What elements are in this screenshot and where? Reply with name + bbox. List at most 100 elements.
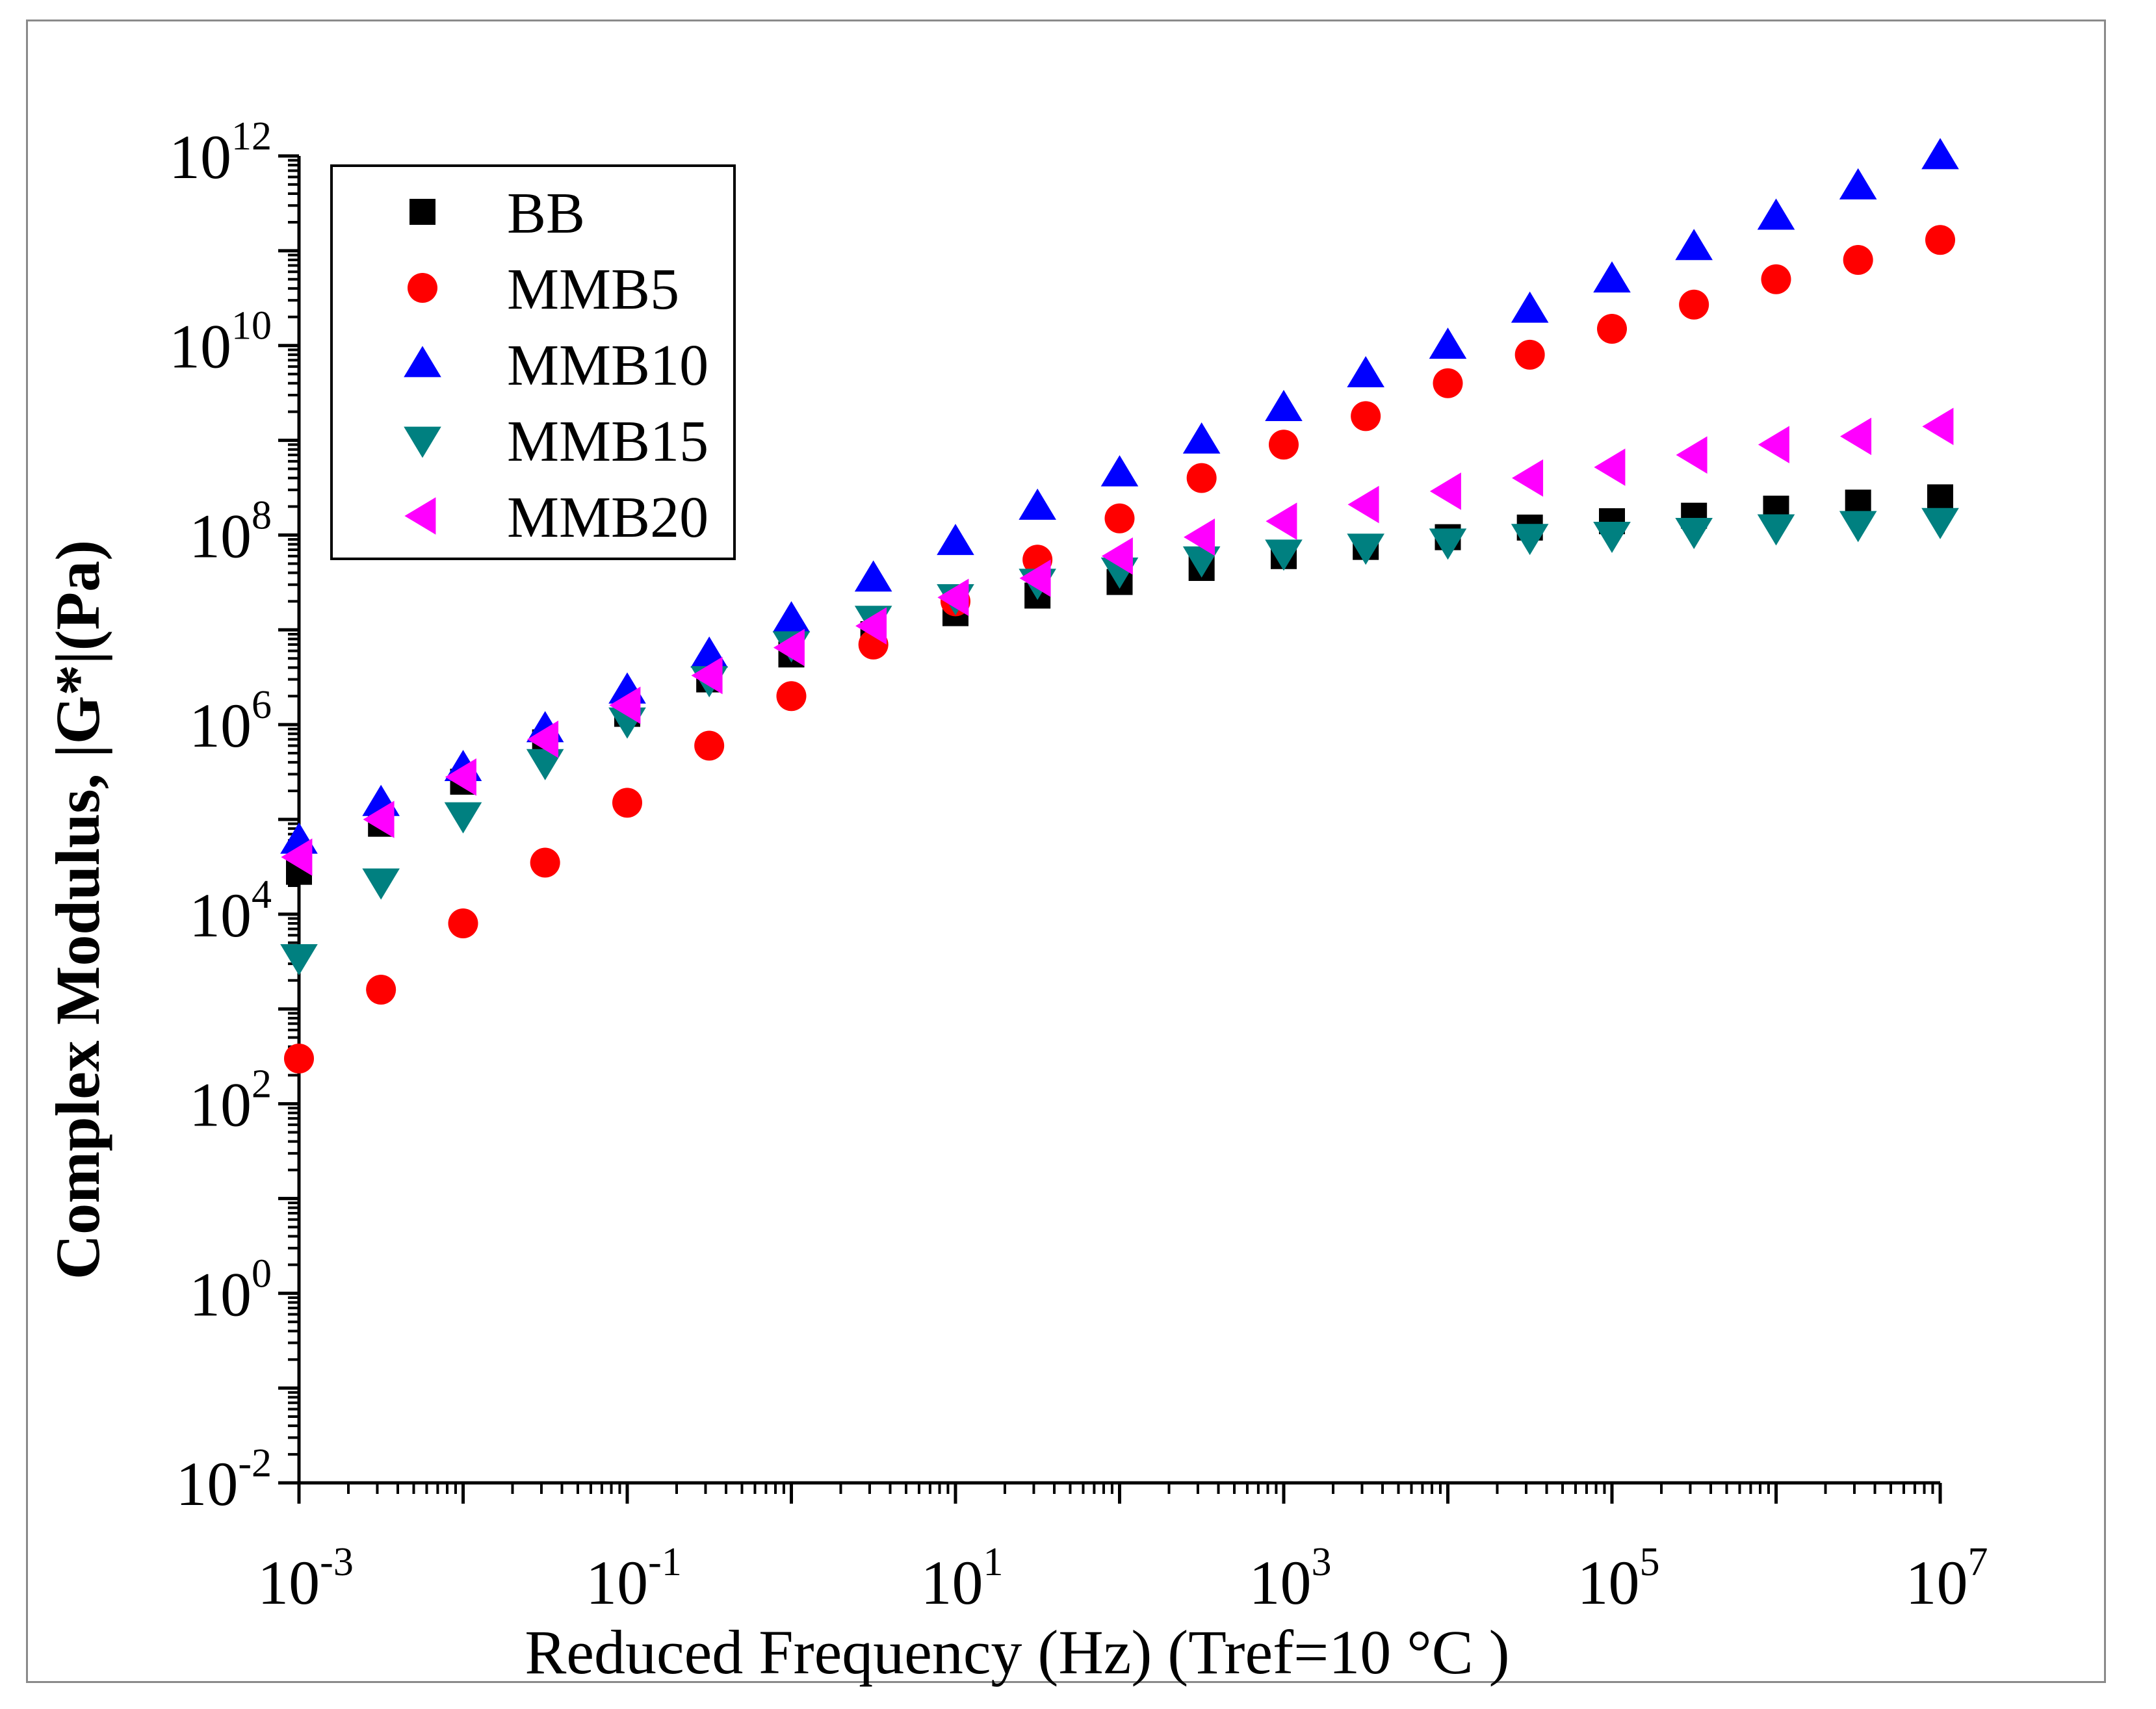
data-point-mmb20	[773, 628, 805, 667]
y-tick-label: 108	[189, 493, 272, 571]
data-point-mmb15	[1182, 546, 1221, 578]
data-point-mmb5	[1269, 430, 1299, 460]
data-point-mmb20	[937, 578, 969, 617]
data-point-mmb15	[1757, 514, 1795, 546]
data-point-mmb5	[1679, 289, 1709, 320]
data-point-mmb10	[937, 524, 974, 556]
data-point-mmb20	[1266, 502, 1297, 540]
data-point-mmb5	[1761, 264, 1791, 294]
data-point-mmb5	[1351, 401, 1381, 431]
data-point-mmb20	[855, 607, 887, 645]
data-point-mmb10	[1429, 328, 1467, 359]
data-point-mmb15	[1347, 533, 1384, 565]
data-markers	[280, 138, 1959, 1073]
legend-marker-bb	[409, 199, 435, 225]
x-axis-label: Reduced Frequency (Hz) (Tref=10 °C )	[525, 1617, 1509, 1687]
data-point-mmb15	[1839, 511, 1877, 543]
data-point-mmb5	[1925, 225, 1955, 255]
y-axis-label: Complex Modulus, |G*|(Pa)	[43, 540, 112, 1279]
x-axis-ticks	[297, 1483, 1942, 1504]
y-tick-label: 100	[189, 1252, 272, 1329]
series-mmb5	[284, 225, 1955, 1073]
legend-marker-mmb15	[404, 426, 441, 458]
x-tick-label: 10-1	[586, 1540, 682, 1617]
data-point-mmb10	[1757, 198, 1795, 230]
data-point-mmb10	[1100, 455, 1139, 487]
data-point-mmb5	[1433, 368, 1463, 398]
x-axis-tick-labels: 10-3 10-1 101 103 105 107	[257, 1540, 1988, 1617]
data-point-mmb5	[612, 788, 642, 818]
data-point-mmb20	[1429, 472, 1461, 510]
legend-label-bb: BB	[507, 181, 585, 246]
x-tick-label: 103	[1249, 1540, 1332, 1617]
x-tick-label: 107	[1906, 1540, 1988, 1617]
data-point-mmb15	[1265, 539, 1303, 571]
data-point-mmb20	[1840, 417, 1872, 456]
series-mmb20	[281, 407, 1954, 876]
y-tick-label: 1012	[169, 114, 272, 192]
data-point-mmb20	[1512, 459, 1544, 497]
data-point-mmb5	[530, 847, 560, 878]
legend: BB MMB5 MMB10 MMB15 MMB20	[330, 164, 736, 560]
data-point-mmb20	[363, 801, 395, 838]
data-point-mmb15	[526, 749, 564, 780]
data-point-mmb20	[1347, 485, 1379, 524]
data-point-mmb15	[362, 868, 400, 900]
data-point-bb	[1927, 484, 1953, 511]
data-point-mmb20	[1676, 436, 1708, 474]
data-point-mmb20	[445, 758, 476, 796]
data-point-mmb20	[609, 686, 641, 725]
data-point-mmb5	[1843, 244, 1873, 275]
data-point-mmb10	[854, 560, 892, 592]
y-tick-label: 102	[189, 1062, 272, 1140]
legend-marker-mmb10	[404, 346, 441, 378]
x-tick-label: 101	[921, 1540, 1004, 1617]
data-point-mmb20	[527, 720, 559, 758]
data-point-mmb10	[1182, 422, 1221, 454]
data-point-mmb10	[1511, 291, 1549, 323]
data-point-mmb10	[772, 601, 811, 633]
data-point-mmb20	[691, 656, 723, 695]
data-point-mmb20	[1184, 518, 1215, 556]
data-point-mmb10	[1921, 138, 1959, 170]
y-tick-label: 1010	[169, 304, 272, 381]
y-axis-ticks	[278, 154, 299, 1485]
data-point-mmb15	[1593, 522, 1631, 554]
chart-frame	[26, 19, 2106, 1683]
data-point-mmb15	[280, 944, 318, 975]
legend-box	[330, 164, 736, 560]
legend-label-mmb20: MMB20	[507, 485, 708, 550]
legend-label-mmb5: MMB5	[507, 257, 679, 322]
data-point-mmb5	[1514, 339, 1545, 370]
data-point-mmb15	[1511, 524, 1549, 556]
data-point-mmb10	[1839, 168, 1877, 199]
data-point-mmb5	[1186, 463, 1217, 493]
data-point-mmb10	[1019, 488, 1056, 520]
x-tick-label: 10-3	[257, 1540, 354, 1617]
data-point-mmb10	[1347, 356, 1384, 388]
data-point-mmb5	[1104, 503, 1135, 533]
x-tick-label: 105	[1578, 1540, 1660, 1617]
data-point-mmb5	[284, 1043, 314, 1073]
legend-label-mmb10: MMB10	[507, 333, 708, 398]
data-point-mmb20	[1101, 537, 1133, 575]
data-point-mmb15	[1429, 528, 1467, 560]
y-tick-label: 104	[189, 873, 272, 950]
data-point-mmb15	[444, 802, 482, 834]
data-point-mmb10	[1675, 229, 1713, 261]
data-point-mmb20	[1019, 559, 1051, 597]
data-point-mmb5	[1597, 314, 1627, 344]
y-tick-label: 106	[189, 683, 272, 760]
data-point-mmb15	[1675, 517, 1713, 549]
data-point-mmb5	[776, 681, 807, 712]
legend-marker-mmb20	[404, 497, 436, 535]
data-point-mmb5	[448, 908, 478, 938]
data-point-mmb20	[281, 838, 313, 876]
data-point-mmb10	[1593, 261, 1631, 293]
data-point-mmb20	[1922, 407, 1954, 446]
data-point-mmb5	[366, 974, 396, 1005]
y-tick-label: 10-2	[175, 1441, 272, 1519]
legend-label-mmb15: MMB15	[507, 409, 708, 474]
data-point-mmb20	[1758, 426, 1789, 464]
